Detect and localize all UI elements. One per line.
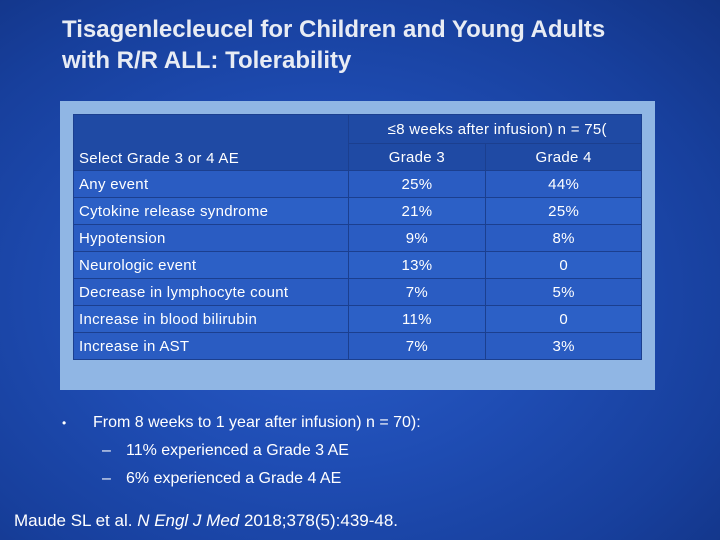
grade3-value-cell: 11% <box>347 305 487 333</box>
ae-name-cell: Neurologic event <box>73 251 349 279</box>
citation-authors: Maude SL et al. <box>14 511 133 530</box>
table-row: Increase in blood bilirubin 11% 0 <box>73 305 642 333</box>
grade4-value-cell: 44% <box>485 170 642 198</box>
grade3-value-cell: 13% <box>347 251 487 279</box>
table-row: Increase in AST 7% 3% <box>73 332 642 360</box>
sub-bullet-item: – 11% experienced a Grade 3 AE <box>62 437 662 465</box>
table-row: Neurologic event 13% 0 <box>73 251 642 279</box>
grade4-value-cell: 25% <box>485 197 642 225</box>
grade4-value-cell: 0 <box>485 305 642 333</box>
citation: Maude SL et al. N Engl J Med 2018;378(5)… <box>14 509 398 533</box>
sub-bullet-marker: – <box>102 470 111 487</box>
bullet-list: • From 8 weeks to 1 year after infusion)… <box>62 409 662 493</box>
grade3-value-cell: 9% <box>347 224 487 252</box>
bullet-text: From 8 weeks to 1 year after infusion) n… <box>93 414 421 431</box>
table-row: Cytokine release syndrome 21% 25% <box>73 197 642 225</box>
ae-name-cell: Increase in blood bilirubin <box>73 305 349 333</box>
grade4-value-cell: 0 <box>485 251 642 279</box>
sub-bullet-text: 6% experienced a Grade 4 AE <box>126 470 342 487</box>
ae-name-cell: Decrease in lymphocyte count <box>73 278 349 306</box>
ae-name-cell: Hypotension <box>73 224 349 252</box>
slide-title: Tisagenlecleucel for Children and Young … <box>62 14 702 76</box>
title-line-1: Tisagenlecleucel for Children and Young … <box>62 16 606 43</box>
sub-bullet-marker: – <box>102 442 111 459</box>
grade3-value-cell: 21% <box>347 197 487 225</box>
citation-journal: N Engl J Med <box>137 511 240 530</box>
bullet-marker: • <box>62 416 67 430</box>
row-header-cell: Select Grade 3 or 4 AE <box>73 114 349 171</box>
grade3-value-cell: 25% <box>347 170 487 198</box>
grade3-header-cell: Grade 3 <box>347 143 487 171</box>
grade4-value-cell: 8% <box>485 224 642 252</box>
title-line-2: with R/R ALL: Tolerability <box>62 47 352 74</box>
citation-details: 2018;378(5):439-48. <box>243 511 399 530</box>
grade4-value-cell: 3% <box>485 332 642 360</box>
table-row: Any event 25% 44% <box>73 170 642 198</box>
grade4-header-cell: Grade 4 <box>485 143 642 171</box>
ae-name-cell: Cytokine release syndrome <box>73 197 349 225</box>
table-frame: Select Grade 3 or 4 AE ≤8 weeks after in… <box>60 101 655 390</box>
grade3-value-cell: 7% <box>347 278 487 306</box>
bullet-item: • From 8 weeks to 1 year after infusion)… <box>62 409 662 437</box>
grade3-value-cell: 7% <box>347 332 487 360</box>
ae-name-cell: Any event <box>73 170 349 198</box>
adverse-events-table: Select Grade 3 or 4 AE ≤8 weeks after in… <box>73 113 643 360</box>
table-row: Decrease in lymphocyte count 7% 5% <box>73 278 642 306</box>
grade4-value-cell: 5% <box>485 278 642 306</box>
sub-bullet-item: – 6% experienced a Grade 4 AE <box>62 465 662 493</box>
group-header-cell: ≤8 weeks after infusion) n = 75( <box>347 113 643 145</box>
sub-bullet-text: 11% experienced a Grade 3 AE <box>126 442 349 459</box>
ae-name-cell: Increase in AST <box>73 332 349 360</box>
table-row: Hypotension 9% 8% <box>73 224 642 252</box>
